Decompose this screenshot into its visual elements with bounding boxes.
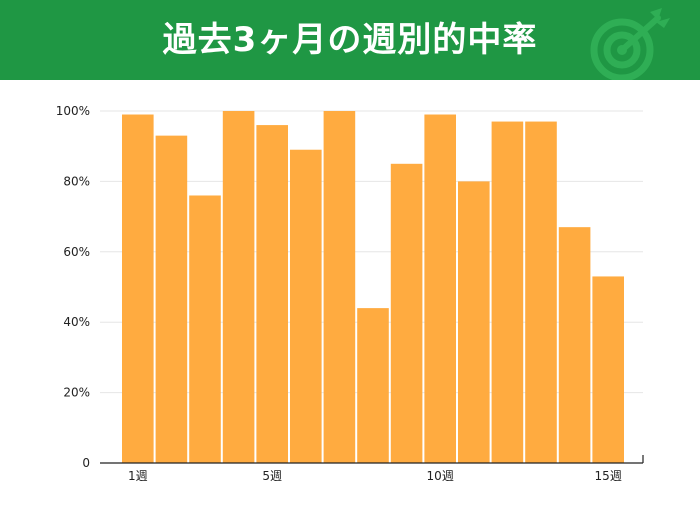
y-tick-labels: 0 20% 40% 60% 80% 100% [56,104,90,470]
bar-4週 [222,111,255,463]
bar-13週 [525,121,557,463]
bar-8週 [357,308,389,463]
bar-2週 [155,135,188,463]
y-tick-label: 60% [63,245,90,259]
bar-6週 [290,149,322,463]
bar-5週 [256,125,288,463]
bar-14週 [558,227,591,463]
y-tick-label: 80% [63,174,90,188]
bar-3週 [189,195,221,463]
y-tick-label: 0 [82,456,90,470]
bar-chart: 0 20% 40% 60% 80% 100% 1週 5週 10週 15週 [56,104,644,483]
x-tick-label: 1週 [128,469,148,483]
x-tick-label: 15週 [595,469,622,483]
x-tick-labels: 1週 5週 10週 15週 [128,469,622,483]
y-tick-label: 100% [56,104,90,118]
x-tick-label: 10週 [427,469,454,483]
header-banner: 過去3ヶ月の週別的中率 [0,0,700,80]
bar-11週 [458,181,490,463]
bar-1週 [122,114,154,463]
chart-title: 過去3ヶ月の週別的中率 [162,20,538,60]
axes [100,455,644,464]
bars [122,111,624,464]
target-arrow-icon [590,8,670,80]
bar-15週 [592,276,624,463]
bar-7週 [323,111,356,463]
bar-10週 [424,114,456,463]
bar-9週 [390,163,423,464]
x-tick-label: 5週 [262,469,282,483]
y-tick-label: 40% [63,315,90,329]
y-tick-label: 20% [63,386,90,400]
bar-12週 [491,121,524,463]
